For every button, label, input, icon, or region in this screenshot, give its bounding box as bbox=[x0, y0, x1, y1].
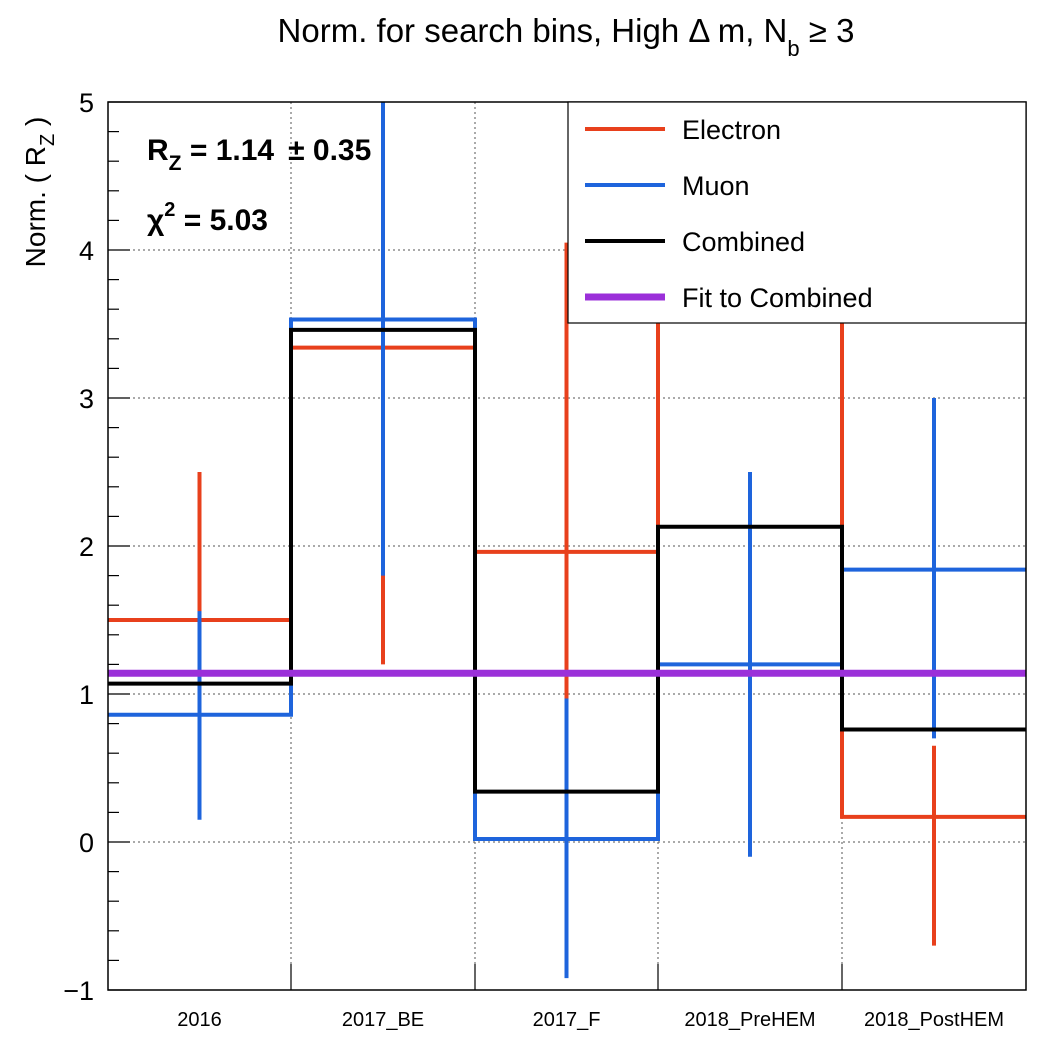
y-tick-label: 5 bbox=[79, 88, 94, 118]
x-tick-label: 2018_PostHEM bbox=[864, 1009, 1004, 1031]
legend-box bbox=[567, 101, 1027, 324]
legend-label: Muon bbox=[682, 171, 750, 201]
rz-annotation: RZ = 1.14 ± 0.35 bbox=[147, 134, 371, 175]
y-axis-label-main: Norm. ( R bbox=[20, 146, 51, 267]
x-tick-label: 2016 bbox=[177, 1009, 222, 1031]
chart-title: Norm. for search bins, High Δ m, Nb ≥ 3 bbox=[278, 12, 855, 61]
y-tick-label: 4 bbox=[79, 236, 94, 266]
y-tick-label: 3 bbox=[79, 384, 94, 414]
chart-title-sub: b bbox=[787, 36, 799, 61]
rz-error: ± 0.35 bbox=[288, 134, 371, 167]
x-tick-label: 2017_BE bbox=[342, 1009, 424, 1031]
series-line-combined bbox=[108, 327, 1026, 794]
axes: −1 0 1 2 3 4 5 2016 2017_BE 2017_F 2018_PreHEM 2018… bbox=[63, 88, 1004, 1031]
y-tick-label: −1 bbox=[63, 976, 94, 1006]
rz-main: R bbox=[147, 134, 169, 167]
y-tick-label: 1 bbox=[79, 680, 94, 710]
rz-sub: Z bbox=[169, 152, 182, 175]
rz-value: = 1.14 bbox=[182, 134, 275, 167]
chi2-value: = 5.03 bbox=[175, 204, 268, 237]
chart-title-tail: ≥ 3 bbox=[800, 12, 855, 49]
y-axis-label-sub: Z bbox=[37, 134, 59, 146]
y-axis-label-tail: ) bbox=[20, 117, 51, 134]
chi2-annotation: χ2 = 5.03 bbox=[147, 199, 268, 237]
x-tick-label: 2018_PreHEM bbox=[684, 1009, 815, 1031]
legend: Electron Muon Combined Fit to Combined bbox=[567, 101, 1027, 324]
data-layer bbox=[108, 102, 1026, 979]
y-tick-label: 2 bbox=[79, 532, 94, 562]
chart-title-main: Norm. for search bins, High Δ m, N bbox=[278, 12, 788, 49]
chi2-main: χ bbox=[147, 204, 165, 237]
legend-label: Fit to Combined bbox=[682, 283, 873, 313]
chi2-sup: 2 bbox=[164, 199, 175, 221]
y-axis-label: Norm. ( RZ ) bbox=[20, 117, 59, 268]
y-tick-label: 0 bbox=[79, 828, 94, 858]
x-tick-label: 2017_F bbox=[533, 1009, 601, 1031]
legend-label: Combined bbox=[682, 227, 805, 257]
legend-label: Electron bbox=[682, 115, 781, 145]
